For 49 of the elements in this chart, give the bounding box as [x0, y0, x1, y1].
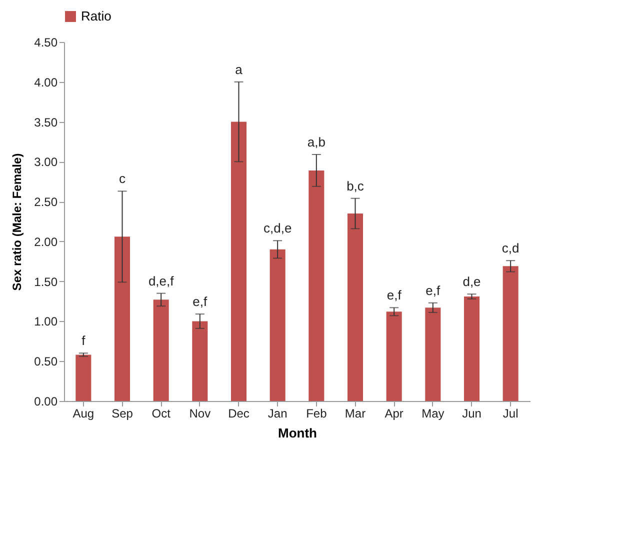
bar [76, 354, 92, 401]
x-tick-label: Sep [112, 406, 134, 420]
bar [425, 308, 441, 401]
x-tick-label: Jul [502, 406, 518, 420]
y-tick-label: 3.50 [34, 115, 58, 130]
bar [386, 312, 402, 401]
bar [308, 170, 324, 401]
legend-label: Ratio [81, 8, 112, 24]
y-tick-label: 3.00 [34, 155, 58, 170]
annotation: f [82, 333, 86, 348]
bar [270, 249, 286, 401]
annotation: e,f [192, 294, 208, 310]
x-tick-label: Dec [228, 406, 250, 420]
y-tick-label: 1.00 [34, 314, 58, 329]
annotation: c,d [502, 240, 520, 256]
annotation: d,e,f [148, 273, 174, 288]
x-axis-title: Month [278, 426, 318, 440]
bar [192, 321, 208, 401]
bar [153, 300, 169, 401]
bar [464, 296, 480, 401]
x-tick-label: Aug [72, 406, 94, 420]
y-tick-label: 2.50 [34, 195, 58, 210]
x-tick-label: Jan [268, 406, 288, 420]
x-tick-label: Mar [344, 406, 366, 420]
annotation: e,f [426, 282, 441, 298]
y-axis-title: Sex ratio (Male: Female) [10, 153, 24, 291]
annotation: b,c [346, 178, 364, 194]
annotation: d,e [462, 274, 481, 290]
y-tick-label: 1.50 [34, 274, 58, 289]
y-tick-label: 0.50 [34, 354, 58, 369]
annotation: a [235, 62, 244, 77]
x-tick-label: Oct [152, 406, 172, 420]
x-tick-label: Feb [306, 406, 328, 420]
annotation: e,f [386, 288, 402, 303]
annotation: c [119, 171, 126, 186]
y-tick-label: 2.00 [34, 234, 58, 249]
y-tick-label: 0.00 [34, 394, 58, 408]
y-tick-label: 4.00 [34, 75, 58, 90]
y-tick-label: 4.50 [34, 36, 58, 50]
annotation: c,d,e [263, 220, 292, 236]
x-tick-label: Nov [189, 406, 211, 420]
bar [230, 122, 247, 401]
bar [347, 214, 364, 401]
annotation: a,b [307, 134, 326, 150]
bar [502, 266, 518, 401]
x-tick-label: Apr [384, 406, 404, 420]
bar [114, 236, 130, 401]
x-tick-label: Jun [462, 406, 482, 420]
x-tick-label: May [422, 406, 444, 420]
